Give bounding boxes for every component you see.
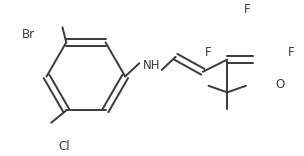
Text: F: F xyxy=(288,46,295,58)
Text: F: F xyxy=(205,46,211,58)
Text: Br: Br xyxy=(22,28,35,41)
Text: NH: NH xyxy=(143,59,160,72)
Text: O: O xyxy=(275,78,285,91)
Text: F: F xyxy=(244,2,250,15)
Text: Cl: Cl xyxy=(59,140,71,153)
